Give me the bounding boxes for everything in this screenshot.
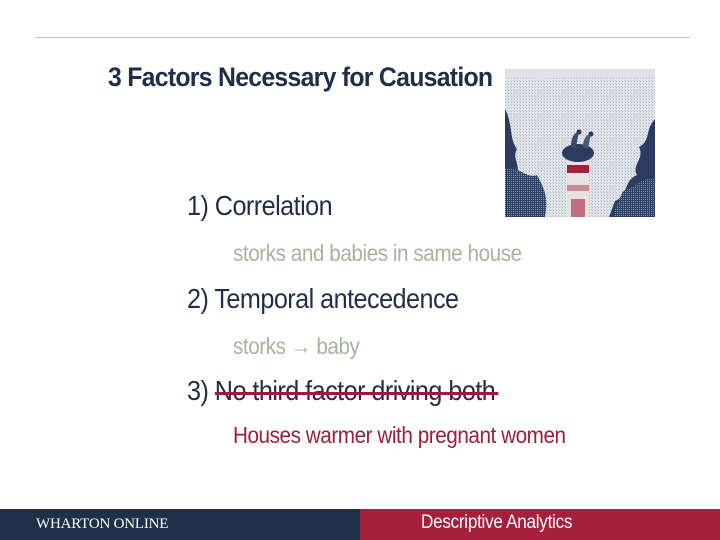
stork-nest-photo — [505, 69, 655, 217]
factor-1-label: Correlation — [214, 190, 333, 221]
footer-brand: WHARTON ONLINE — [36, 516, 169, 532]
slide-title: 3 Factors Necessary for Causation — [108, 62, 493, 92]
factor-3: 3) No third factor driving both — [187, 375, 499, 407]
factor-1-number: 1) — [187, 190, 209, 221]
factor-1: 1) Correlation — [187, 190, 333, 222]
factor-2: 2) Temporal antecedence — [187, 283, 459, 315]
factor-3-number: 3) — [187, 375, 209, 406]
factor-2-label: Temporal antecedence — [214, 283, 459, 314]
footer-brand-bar: WHARTON ONLINE — [0, 509, 360, 540]
footer-course-bar: Descriptive Analytics — [360, 509, 720, 540]
footer-course-title: Descriptive Analytics — [421, 512, 573, 533]
strikethrough-line — [214, 392, 499, 395]
factor-2-example-cause: storks — [233, 333, 286, 359]
factor-3-label: No third factor driving both — [214, 375, 496, 406]
factor-1-example: storks and babies in same house — [233, 240, 522, 266]
factor-2-example: storks → baby — [233, 333, 360, 360]
factor-2-number: 2) — [187, 283, 209, 314]
arrow-icon: → — [290, 333, 312, 359]
factor-3-example: Houses warmer with pregnant women — [233, 422, 566, 448]
factor-3-label-struck: No third factor driving both — [214, 375, 499, 407]
top-divider — [36, 37, 690, 38]
factor-2-example-effect: baby — [316, 333, 360, 359]
